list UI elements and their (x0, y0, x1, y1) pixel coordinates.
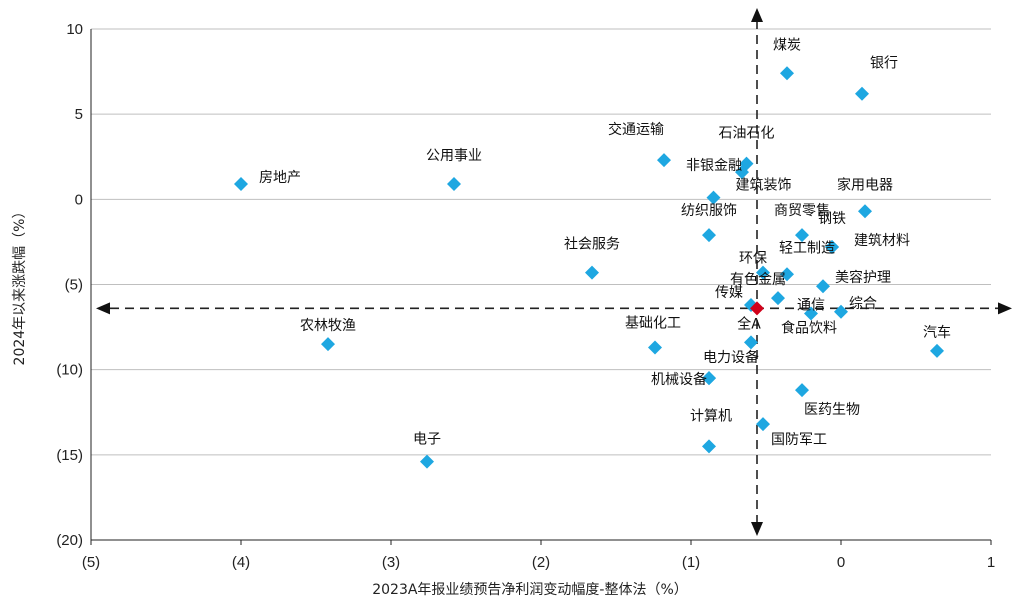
x-tick-label: (1) (682, 554, 700, 571)
data-point (756, 265, 770, 280)
data-point (795, 383, 809, 398)
y-tick-label: 5 (75, 106, 83, 123)
y-tick-label: (15) (56, 447, 83, 464)
y-tick-label: 10 (66, 21, 83, 38)
data-point (780, 66, 794, 81)
point-label: 有色金属 (730, 271, 786, 288)
point-label: 家用电器 (837, 176, 893, 193)
data-point (702, 439, 716, 454)
point-label: 农林牧渔 (300, 318, 356, 334)
x-tick-label: (2) (532, 554, 550, 571)
x-tick-label: (5) (82, 554, 100, 571)
data-point (825, 240, 839, 255)
data-point (816, 279, 830, 294)
data-point (771, 291, 785, 306)
data-point (780, 267, 794, 282)
point-label: 煤炭 (773, 37, 801, 53)
point-label: 环保 (739, 251, 767, 267)
point-label: 国防军工 (771, 432, 827, 448)
data-point (657, 153, 671, 168)
data-point (702, 371, 716, 386)
point-label: 钢铁 (818, 211, 846, 227)
point-label: 汽车 (923, 324, 951, 341)
point-label: 传媒 (715, 285, 743, 301)
point-label: 商贸零售 (774, 203, 830, 219)
gridlines (91, 28, 991, 456)
point-label: 建筑材料 (854, 233, 910, 249)
x-axis-title: 2023A年报业绩预告净利润变动幅度-整体法（%） (372, 582, 688, 598)
data-point (706, 190, 721, 205)
data-point (744, 335, 758, 350)
data-point (795, 228, 809, 243)
data-point (756, 417, 770, 432)
point-label: 全A (737, 315, 761, 332)
data-point (804, 306, 818, 321)
data-point (858, 204, 872, 219)
y-axis-title: 2024年以来涨跌幅（%） (12, 205, 28, 366)
axes: 10 5 0 (5) (10) (15) (20) (5) (4) (3) (2) (1) 0 1 (56, 21, 995, 571)
data-point (930, 343, 944, 358)
point-label: 轻工制造 (779, 240, 835, 256)
data-point (834, 304, 848, 319)
data-point (855, 86, 869, 101)
point-label: 机械设备 (651, 371, 707, 388)
data-point (420, 454, 434, 469)
crosshair-lines (96, 8, 1012, 536)
point-label: 社会服务 (564, 237, 620, 253)
point-label: 通信 (797, 297, 825, 313)
point-label: 银行 (870, 56, 898, 72)
point-label: 交通运输 (608, 121, 664, 138)
y-tick-label: (10) (56, 362, 83, 379)
y-tick-label: (5) (65, 277, 83, 294)
data-point (234, 177, 248, 192)
data-point (585, 265, 599, 280)
x-tick-label: 0 (837, 554, 845, 571)
point-label: 建筑装饰 (736, 178, 792, 194)
data-point (447, 177, 461, 192)
point-label: 美容护理 (835, 269, 891, 286)
point-label: 食品饮料 (781, 319, 837, 336)
data-point (321, 337, 335, 352)
point-label: 纺织服饰 (681, 203, 737, 219)
point-label: 基础化工 (625, 315, 681, 332)
data-point (702, 228, 716, 243)
x-tick-label: (4) (232, 554, 250, 571)
point-label: 公用事业 (426, 148, 482, 164)
point-label: 非银金融 (686, 158, 742, 174)
arrow-right (998, 302, 1012, 315)
arrow-up (751, 8, 763, 22)
data-points (234, 66, 944, 469)
point-label: 综合 (849, 296, 877, 312)
x-tick-label: 1 (987, 554, 995, 571)
arrow-left (96, 302, 110, 315)
point-label: 计算机 (690, 408, 732, 424)
data-point (735, 165, 749, 180)
y-tick-label: (20) (56, 532, 83, 549)
point-label: 石油石化 (719, 126, 775, 142)
point-label: 医药生物 (804, 402, 860, 418)
x-tick-label: (3) (382, 554, 400, 571)
arrow-down (751, 522, 763, 536)
data-point-highlight (750, 301, 764, 316)
point-label: 电力设备 (703, 349, 759, 366)
point-label: 电子 (413, 432, 441, 448)
data-point (648, 340, 662, 355)
y-tick-label: 0 (75, 191, 83, 208)
point-label: 房地产 (259, 170, 301, 186)
